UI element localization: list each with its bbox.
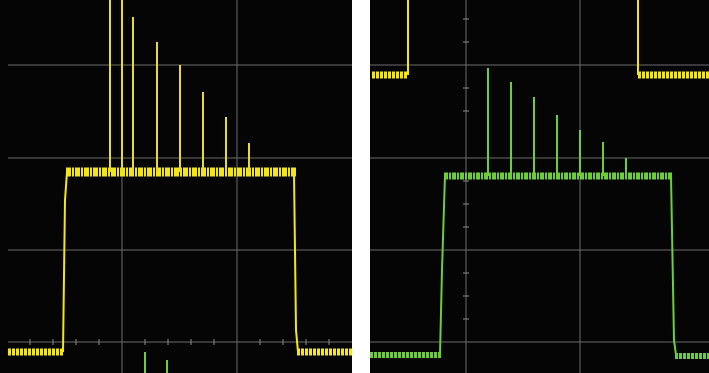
tick-marks [29,339,330,345]
right-yellow-trace [372,0,709,79]
spikes [487,68,627,176]
trace-fall [293,171,299,353]
left-screen [0,0,352,373]
trace-fall [670,175,677,356]
right-grid [370,0,709,373]
trace-rise [62,171,68,353]
left-trace [8,0,352,356]
tick-marks [463,18,469,320]
spikes [109,0,250,172]
trace-rise [439,174,446,356]
left-ticks [29,339,330,345]
green-spikes [144,352,168,373]
right-green-trace [370,68,709,359]
right-screen [370,0,709,373]
right-ticks [463,18,469,320]
